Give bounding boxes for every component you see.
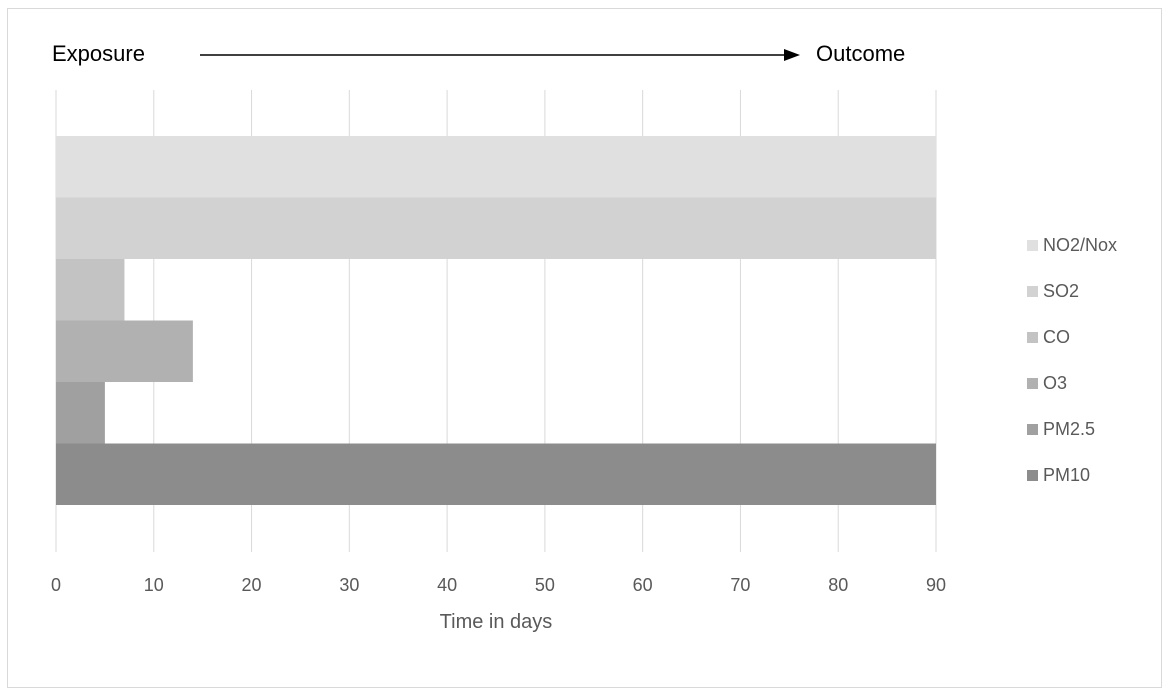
x-tick-label: 60 [633,575,653,595]
x-tick-label: 0 [51,575,61,595]
legend-item: O3 [1027,360,1162,406]
legend-swatch [1027,469,1038,481]
legend-label: PM2.5 [1043,418,1096,439]
bar-so2 [56,197,936,259]
legend-swatch [1027,285,1038,297]
x-tick-label: 10 [144,575,164,595]
bar-pm2-5 [56,382,105,444]
x-tick-label: 90 [926,575,946,595]
legend-item: PM2.5 [1027,406,1162,452]
legend-swatch [1027,239,1038,251]
x-tick-label: 80 [828,575,848,595]
x-tick-label: 40 [437,575,457,595]
bar-co [56,259,125,321]
x-tick-label: 50 [535,575,555,595]
legend-item: CO [1027,314,1162,360]
legend-label: PM10 [1043,464,1091,485]
bar-o3 [56,320,193,382]
legend-swatch [1027,331,1038,343]
x-tick-label: 20 [242,575,262,595]
legend-item: SO2 [1027,268,1162,314]
timeline-arrow-head [784,49,800,61]
legend-item: NO2/Nox [1027,222,1162,268]
x-tick-label: 30 [339,575,359,595]
legend-label: CO [1043,326,1070,347]
x-tick-labels: 0 10 20 30 40 50 60 70 80 90 [51,575,946,595]
legend-label: O3 [1043,372,1068,393]
legend-swatch [1027,423,1038,435]
legend-swatch [1027,377,1038,389]
chart-frame [7,8,1162,688]
x-tick-label: 70 [730,575,750,595]
bar-no2-nox [56,136,936,198]
bar-pm10 [56,443,936,505]
legend: NO2/Nox SO2 CO O3 PM2.5 PM10 [1027,222,1162,498]
outcome-label: Outcome [816,41,905,66]
legend-label: NO2/Nox [1043,234,1118,255]
legend-label: SO2 [1043,280,1080,301]
legend-item: PM10 [1027,452,1162,498]
x-axis-title: Time in days [440,611,553,633]
bars [56,136,936,505]
exposure-label: Exposure [52,41,145,66]
